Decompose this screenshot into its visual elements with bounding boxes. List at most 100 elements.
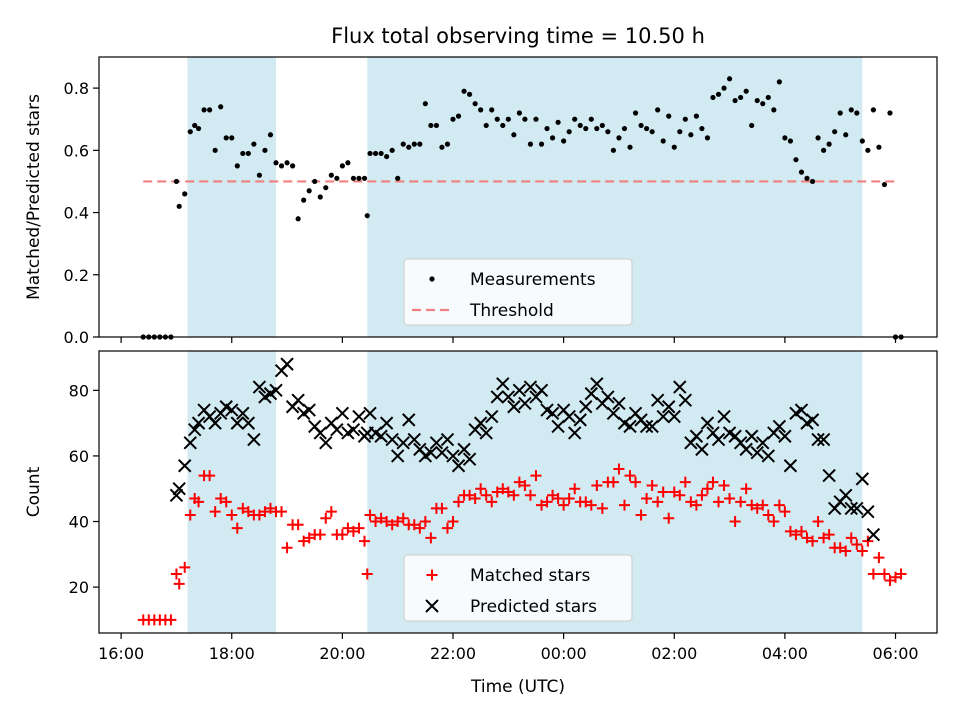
measurement-point	[610, 147, 617, 153]
predicted-star-point	[440, 432, 455, 447]
predicted-star-point	[352, 409, 366, 424]
observing-window	[187, 57, 277, 337]
predicted-star-point	[839, 488, 853, 502]
predicted-star-point	[573, 413, 587, 427]
predicted-star-point	[402, 413, 416, 427]
measurement-point	[848, 107, 854, 113]
measurement-point	[500, 122, 506, 129]
measurement-point	[544, 125, 550, 132]
matched-star-point	[414, 522, 426, 534]
measurement-point	[350, 175, 357, 181]
measurement-point	[195, 125, 202, 132]
predicted-star-point	[606, 406, 621, 421]
measurement-point	[754, 97, 760, 104]
measurement-point	[187, 129, 193, 135]
measurement-point	[245, 150, 251, 157]
measurement-point	[262, 147, 268, 153]
x-tick-label: 18:00	[209, 644, 255, 663]
predicted-star-point	[313, 426, 327, 440]
plot-frame	[98, 350, 938, 634]
measurement-point	[632, 110, 639, 116]
measurement-point	[251, 141, 257, 147]
matched-star-point	[193, 496, 205, 508]
matched-star-point	[613, 463, 625, 475]
measurement-point	[760, 101, 766, 107]
measurement-point	[865, 147, 871, 153]
y-tick-label: 80	[69, 381, 89, 400]
matched-star-point	[580, 496, 592, 508]
measurement-point	[577, 122, 583, 129]
matched-star-point	[663, 512, 675, 524]
matched-star-point	[674, 489, 686, 501]
matched-star-point	[508, 489, 520, 501]
predicted-star-point	[435, 445, 449, 460]
predicted-star-point	[756, 436, 770, 450]
measurement-point	[289, 163, 296, 169]
predicted-star-point	[805, 413, 820, 427]
matched-star-point	[408, 519, 420, 531]
matched-star-point	[215, 493, 227, 505]
matched-star-point	[184, 509, 196, 521]
measurement-point	[395, 175, 401, 181]
measurement-point	[859, 138, 865, 144]
predicted-star-point	[590, 377, 604, 391]
measurement-point	[378, 150, 384, 157]
predicted-star-point	[601, 390, 615, 404]
matched-star-point	[624, 470, 636, 482]
matched-star-point	[364, 509, 376, 521]
x-axis-label: Time (UTC)	[470, 677, 565, 697]
measurement-point	[201, 107, 207, 113]
predicted-star-point	[689, 429, 704, 443]
predicted-star-point	[241, 416, 256, 430]
measurement-point	[345, 160, 351, 166]
measurement-point	[776, 79, 782, 85]
measurement-point	[461, 88, 467, 94]
measurement-point	[494, 116, 500, 122]
matched-star-point	[292, 519, 304, 531]
measurement-point	[644, 125, 650, 132]
measurement-point	[616, 135, 622, 141]
matched-star-point	[657, 486, 669, 498]
matched-star-point	[359, 535, 371, 547]
predicted-star-point	[667, 409, 681, 424]
predicted-star-point	[866, 527, 881, 542]
measurement-point	[284, 160, 290, 166]
predicted-star-point	[335, 406, 350, 421]
predicted-star-point	[744, 429, 759, 443]
matched-star-point	[447, 516, 459, 528]
measurement-point	[328, 172, 334, 178]
y-tick-label: 0.2	[64, 266, 89, 285]
measurement-point	[549, 135, 556, 141]
measurement-point	[229, 135, 235, 141]
predicted-star-point	[567, 426, 582, 440]
matched-star-point	[375, 512, 387, 524]
matched-star-point	[170, 568, 182, 580]
predicted-star-point	[700, 416, 715, 430]
matched-star-point	[209, 506, 221, 518]
predicted-star-point	[252, 380, 267, 394]
predicted-star-point	[662, 400, 676, 414]
predicted-star-point	[750, 445, 764, 460]
x-tick-label: 20:00	[319, 644, 365, 663]
measurement-point	[364, 213, 370, 219]
predicted-star-point	[518, 396, 532, 411]
measurement-point	[361, 175, 368, 181]
legend-label: Matched stars	[470, 566, 590, 586]
measurement-point	[826, 141, 832, 147]
y-tick-label: 0.4	[64, 204, 89, 223]
predicted-star-point	[236, 406, 250, 421]
matched-star-point	[807, 535, 819, 547]
matched-star-point	[547, 489, 559, 501]
measurement-point	[428, 122, 434, 129]
measurement-point	[295, 216, 301, 222]
y-axis-label: Count	[24, 466, 44, 517]
predicted-star-point	[462, 452, 477, 466]
x-tick-label: 16:00	[98, 644, 144, 663]
measurement-point	[192, 122, 198, 129]
measurement-point	[876, 144, 882, 150]
chart-title: Flux total observing time = 10.50 h	[331, 24, 705, 48]
legend-matched-marker	[426, 569, 438, 581]
predicted-star-point	[280, 357, 294, 371]
legend-label: Threshold	[469, 301, 554, 321]
matched-star-point	[795, 525, 807, 537]
